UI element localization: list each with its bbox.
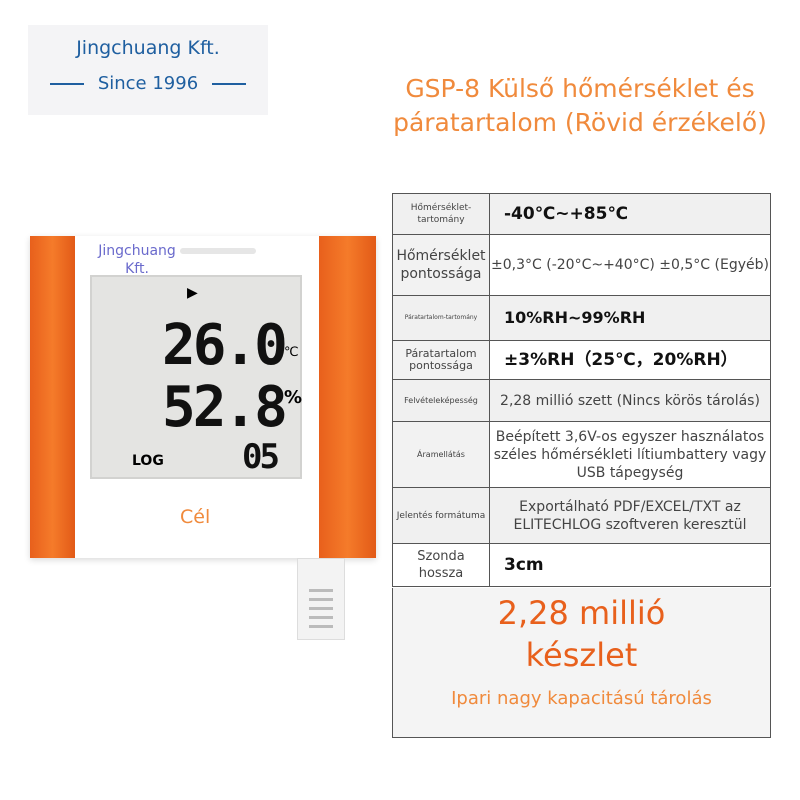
capacity-highlight: 2,28 millió készlet Ipari nagy kapacitás… (392, 588, 771, 738)
spec-value: Exportálható PDF/EXCEL/TXT az ELITECHLOG… (489, 487, 771, 544)
spec-value: -40℃~+85℃ (489, 193, 771, 235)
log-count: 05 (242, 437, 280, 477)
spec-value: 3cm (489, 543, 771, 587)
temp-reading: 26.0 (162, 313, 288, 378)
humidity-reading: 52.8 (162, 375, 288, 440)
spec-label: Páratartalom pontossága (392, 340, 490, 380)
spec-label: Hőmérséklet pontossága (392, 234, 490, 296)
since-text: Since 1996 (97, 73, 199, 94)
right-orange-bar (319, 236, 376, 558)
brand-box: Jingchuang Kft. Since 1996 (28, 25, 268, 115)
watermark: Jingchuang Kft. (98, 243, 176, 277)
spec-value: ±0,3°C (-20°C~+40°C) ±0,5°C (Egyéb) (489, 234, 771, 296)
spec-row: Szonda hossza 3cm (392, 543, 771, 587)
spec-label: Hőmérséklet-tartomány (392, 193, 490, 235)
spec-row: Felvételeképesség 2,28 millió szett (Ninc… (392, 379, 771, 422)
humidity-unit: % (284, 387, 303, 408)
left-orange-bar (30, 236, 75, 558)
device-label: Cél (180, 506, 211, 528)
brand-name: Jingchuang Kft. (76, 37, 220, 59)
temp-unit: ℃ (284, 345, 299, 360)
product-title: GSP-8 Külső hőmérséklet és páratartalom … (393, 74, 767, 137)
indicator-slot (180, 248, 256, 254)
spec-value: 10%RH~99%RH (489, 295, 771, 341)
spec-row: Hőmérséklet pontossága ±0,3°C (-20°C~+40°… (392, 234, 771, 296)
spec-row: Páratartalom pontossága ±3%RH（25℃，20%RH） (392, 340, 771, 380)
brand-since: Since 1996 (28, 73, 268, 94)
spec-value: ±3%RH（25℃，20%RH） (489, 340, 771, 380)
spec-label: Páratartalom-tartomány (392, 295, 490, 341)
spec-row: Áramellátás Beépített 3,6V-os egyszer has… (392, 421, 771, 488)
device-image: Jingchuang Kft. ▶ 26.0 ℃ 52.8 % LOG 05 C… (30, 236, 376, 558)
spec-value: 2,28 millió szett (Nincs körös tárolás) (489, 379, 771, 422)
play-icon: ▶ (187, 285, 198, 301)
spec-row: Páratartalom-tartomány 10%RH~99%RH (392, 295, 771, 341)
spec-label: Szonda hossza (392, 543, 490, 587)
sensor-probe (297, 558, 345, 640)
capacity-headline: 2,28 millió készlet (497, 594, 666, 674)
spec-label: Jelentés formátuma (392, 487, 490, 544)
capacity-subtitle: Ipari nagy kapacitású tárolás (451, 688, 712, 709)
spec-value: Beépített 3,6V-os egyszer használatos sz… (489, 421, 771, 488)
lcd-screen: ▶ 26.0 ℃ 52.8 % LOG 05 (90, 275, 302, 479)
spec-row: Jelentés formátuma Exportálható PDF/EXCEL… (392, 487, 771, 544)
spec-label: Áramellátás (392, 421, 490, 488)
spec-row: Hőmérséklet-tartomány -40℃~+85℃ (392, 193, 771, 235)
spec-label: Felvételeképesség (392, 379, 490, 422)
spec-table: Hőmérséklet-tartomány -40℃~+85℃ Hőmérsékl… (392, 193, 771, 587)
log-label: LOG (132, 453, 164, 469)
